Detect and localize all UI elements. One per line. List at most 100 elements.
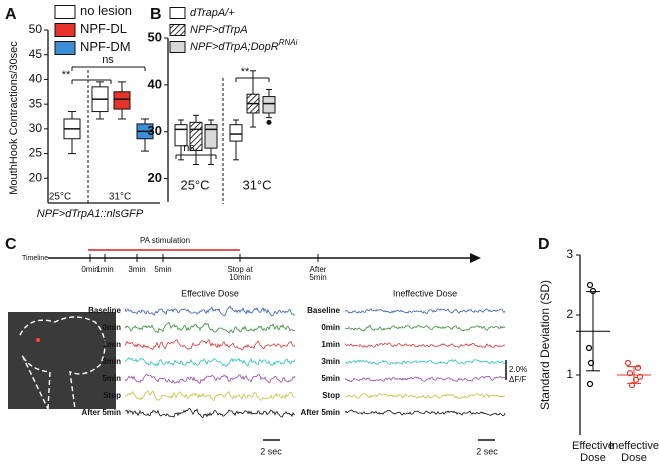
legend-swatch bbox=[169, 7, 186, 19]
legend-swatch bbox=[169, 41, 186, 53]
point bbox=[624, 359, 632, 367]
annotation: ns bbox=[183, 142, 195, 154]
y-axis-label: MouthHook Contractions/30sec bbox=[8, 41, 20, 195]
legend-name: NPF-DM bbox=[80, 39, 131, 54]
panel-label: A bbox=[5, 6, 17, 23]
y-tick-label: 20 bbox=[148, 170, 162, 185]
timepoint-label: After 5min bbox=[309, 265, 327, 283]
panel-label: D bbox=[538, 236, 550, 253]
point bbox=[585, 344, 593, 352]
row-label: 1min bbox=[321, 340, 340, 349]
category-label: Ineffective Dose bbox=[609, 440, 659, 464]
trace bbox=[345, 324, 506, 332]
brain-spot bbox=[36, 338, 40, 342]
scale-label: ΔF/F bbox=[509, 375, 526, 384]
trace bbox=[124, 390, 296, 402]
trace bbox=[124, 408, 296, 419]
outlier bbox=[266, 119, 272, 125]
point bbox=[626, 370, 634, 377]
point bbox=[628, 382, 636, 389]
category-label: Effective Dose bbox=[572, 440, 614, 464]
category-label: 25°C bbox=[180, 177, 209, 192]
trace bbox=[344, 409, 506, 417]
timeline-label: Timeline bbox=[22, 255, 48, 262]
legend-name: NPF-DL bbox=[80, 21, 127, 36]
legend-label: NPF-DM bbox=[80, 39, 131, 54]
point bbox=[636, 373, 644, 380]
trace bbox=[344, 308, 506, 314]
legend-label: NPF>dTrpA;DopRRNAi bbox=[190, 38, 298, 53]
trace bbox=[124, 338, 296, 351]
y-tick-label: 1 bbox=[566, 367, 573, 381]
trace bbox=[344, 375, 506, 383]
category-label: 31°C bbox=[109, 192, 131, 203]
row-label: 5min bbox=[102, 374, 121, 383]
panel-label: B bbox=[150, 6, 162, 23]
timepoint-label: 5min bbox=[154, 265, 172, 274]
box bbox=[204, 124, 218, 149]
y-tick-label: 30 bbox=[148, 123, 162, 138]
y-tick-label: 20 bbox=[29, 170, 43, 184]
y-tick-label: 3 bbox=[566, 247, 573, 261]
legend-label: dTrapA/+ bbox=[190, 7, 235, 19]
legend-name: NPF>dTrpA;DopR bbox=[190, 41, 279, 53]
box bbox=[113, 91, 131, 110]
timepoint-label: 3min bbox=[128, 265, 146, 274]
annotation: ** bbox=[62, 69, 71, 81]
row-label: 3min bbox=[321, 357, 340, 366]
legend-name: dTrapA/+ bbox=[190, 7, 235, 19]
y-tick-label: 40 bbox=[29, 72, 43, 86]
row-label: 0min bbox=[102, 323, 121, 332]
row-label: Stop bbox=[322, 391, 340, 400]
legend-label: NPF>dTrpA bbox=[190, 24, 248, 36]
box bbox=[229, 124, 243, 142]
scale-label: 2 sec bbox=[260, 446, 282, 456]
point bbox=[586, 281, 594, 289]
y-tick-label: 45 bbox=[29, 47, 43, 61]
legend-label: NPF-DL bbox=[80, 21, 127, 36]
timepoint-label: 1min bbox=[96, 265, 114, 274]
y-tick-label: 50 bbox=[148, 29, 162, 44]
legend-superscript: RNAi bbox=[279, 38, 298, 47]
row-label: Baseline bbox=[88, 306, 121, 315]
legend-name: no lesion bbox=[80, 3, 132, 18]
category-label: 25°C bbox=[49, 192, 71, 203]
column-title: Ineffective Dose bbox=[393, 288, 457, 298]
brain-outline bbox=[19, 316, 106, 410]
panel-label: C bbox=[5, 236, 17, 253]
row-label: Baseline bbox=[307, 306, 340, 315]
box bbox=[262, 96, 276, 114]
trace bbox=[124, 373, 296, 385]
y-axis-label: Standard Deviation (SD) bbox=[538, 280, 552, 410]
scale-label: 2 sec bbox=[476, 446, 498, 456]
row-label: After 5min bbox=[300, 408, 340, 417]
trace bbox=[124, 321, 296, 334]
annotation: ** bbox=[241, 66, 250, 78]
legend-swatch bbox=[169, 24, 186, 36]
y-tick-label: 50 bbox=[29, 22, 43, 36]
legend-swatch bbox=[54, 23, 76, 37]
y-tick-label: 30 bbox=[29, 121, 43, 135]
y-tick-label: 25 bbox=[29, 146, 43, 160]
row-label: 3min bbox=[102, 357, 121, 366]
point bbox=[586, 380, 594, 388]
stimulation-label: PA stimulation bbox=[140, 236, 190, 245]
timeline-arrow bbox=[470, 253, 481, 263]
y-tick-label: 40 bbox=[148, 76, 162, 91]
category-label: 31°C bbox=[242, 177, 271, 192]
trace bbox=[344, 392, 506, 399]
legend-name: NPF>dTrpA bbox=[190, 24, 248, 36]
legend-swatch bbox=[54, 5, 76, 19]
row-label: Stop bbox=[103, 391, 121, 400]
trace bbox=[124, 356, 296, 367]
trace bbox=[344, 358, 506, 366]
annotation: ns bbox=[102, 54, 114, 66]
row-label: 0min bbox=[321, 323, 340, 332]
timepoint-label: 0min bbox=[81, 265, 99, 274]
legend-swatch bbox=[54, 41, 76, 55]
y-tick-label: 2 bbox=[566, 307, 573, 321]
column-title: Effective Dose bbox=[181, 288, 239, 298]
